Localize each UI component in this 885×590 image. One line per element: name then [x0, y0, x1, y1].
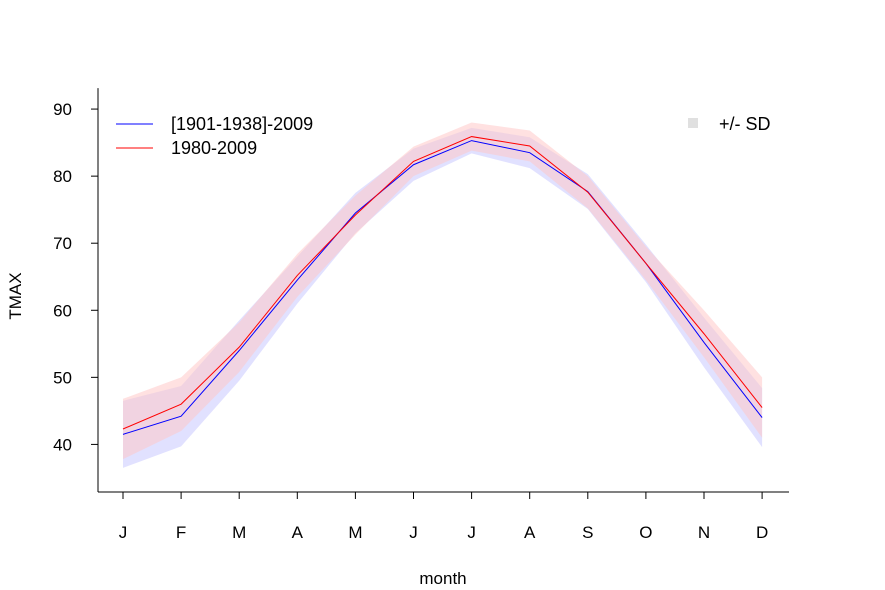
- x-tick-label: F: [176, 523, 186, 542]
- y-axis-ticks: 40 50 60 70 80 90: [53, 100, 98, 454]
- x-tick-label: J: [119, 523, 128, 542]
- y-tick-label: 80: [53, 167, 72, 186]
- legend-label-series-1: [1901-1938]-2009: [171, 114, 313, 134]
- sd-legend-swatch: [688, 118, 698, 128]
- x-tick-label: N: [698, 523, 710, 542]
- sd-legend: +/- SD: [688, 114, 771, 134]
- series-lines: [122, 136, 763, 435]
- y-tick-label: 50: [53, 368, 72, 387]
- x-tick-label: M: [348, 523, 362, 542]
- x-tick-label: A: [292, 523, 304, 542]
- sd-bands: [123, 122, 763, 468]
- x-tick-label: A: [524, 523, 536, 542]
- x-tick-label: J: [467, 523, 476, 542]
- x-tick-label: D: [756, 523, 768, 542]
- x-tick-label: J: [409, 523, 418, 542]
- sd-band-series-2: [123, 122, 763, 460]
- y-tick-label: 60: [53, 301, 72, 320]
- y-tick-label: 40: [53, 435, 72, 454]
- x-tick-label: S: [582, 523, 593, 542]
- sd-legend-label: +/- SD: [719, 114, 771, 134]
- legend: [1901-1938]-2009 1980-2009: [116, 114, 313, 158]
- legend-label-series-2: 1980-2009: [171, 138, 257, 158]
- x-tick-label: O: [639, 523, 652, 542]
- series-line-2: [122, 136, 763, 430]
- series-line-1: [122, 140, 763, 435]
- y-tick-label: 70: [53, 234, 72, 253]
- x-axis-title: month: [419, 569, 466, 588]
- x-tick-label: M: [232, 523, 246, 542]
- y-axis-title: TMAX: [6, 272, 25, 319]
- y-tick-label: 90: [53, 100, 72, 119]
